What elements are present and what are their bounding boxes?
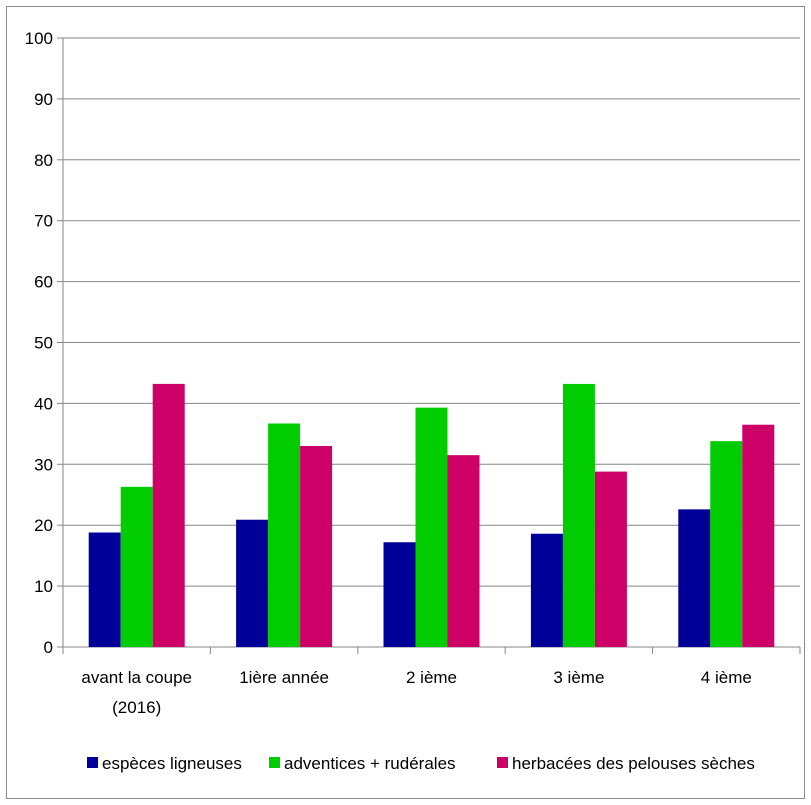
- y-tick-label: 50: [34, 334, 53, 353]
- legend-label-3: herbacées des pelouses sèches: [512, 754, 755, 773]
- y-tick-label: 90: [34, 90, 53, 109]
- bar-3-4: [594, 471, 627, 647]
- bar-2-2: [268, 423, 301, 647]
- bars: [88, 383, 775, 647]
- y-tick-label: 60: [34, 273, 53, 292]
- bar-2-4: [562, 383, 595, 647]
- legend: espèces ligneuses adventices + rudérales h…: [87, 754, 755, 773]
- gridlines: [63, 37, 800, 587]
- x-category-label: 4 ième: [701, 668, 752, 687]
- y-tick-label: 10: [34, 577, 53, 596]
- x-category-label: 3 ième: [553, 668, 604, 687]
- x-category-label: 2 ième: [406, 668, 457, 687]
- bar-2-1: [120, 486, 153, 647]
- bar-1-2: [236, 519, 269, 647]
- legend-label-1: espèces ligneuses: [102, 754, 242, 773]
- bar-3-5: [742, 424, 775, 647]
- y-tick-label: 30: [34, 455, 53, 474]
- y-tick-label: 0: [44, 638, 53, 657]
- bar-2-3: [415, 407, 448, 647]
- bar-1-1: [88, 532, 121, 647]
- legend-label-2: adventices + rudérales: [284, 754, 456, 773]
- y-tick-label: 80: [34, 151, 53, 170]
- labels: 0 10 20 30 40 50 60 70 80 90 100 avant la coupe (201…: [25, 29, 752, 717]
- y-tick-label: 100: [25, 29, 53, 48]
- y-tick-label: 40: [34, 394, 53, 413]
- y-tick-label: 70: [34, 212, 53, 231]
- bar-3-2: [300, 446, 333, 647]
- bar-1-4: [530, 533, 563, 647]
- bar-1-3: [383, 542, 416, 647]
- legend-swatch-1: [87, 757, 98, 768]
- bar-chart: 0 10 20 30 40 50 60 70 80 90 100 avant la coupe (201…: [25, 29, 801, 773]
- legend-swatch-3: [497, 757, 508, 768]
- x-category-label: 1ière année: [239, 668, 329, 687]
- bar-2-5: [710, 441, 743, 647]
- x-category-label: (2016): [112, 698, 161, 717]
- y-tick-label: 20: [34, 516, 53, 535]
- x-category-label: avant la coupe: [81, 668, 192, 687]
- bar-1-5: [678, 509, 711, 647]
- legend-swatch-2: [269, 757, 280, 768]
- chart-frame: 0 10 20 30 40 50 60 70 80 90 100 avant la coupe (201…: [6, 6, 805, 799]
- bar-3-3: [447, 455, 480, 647]
- bar-3-1: [152, 383, 185, 647]
